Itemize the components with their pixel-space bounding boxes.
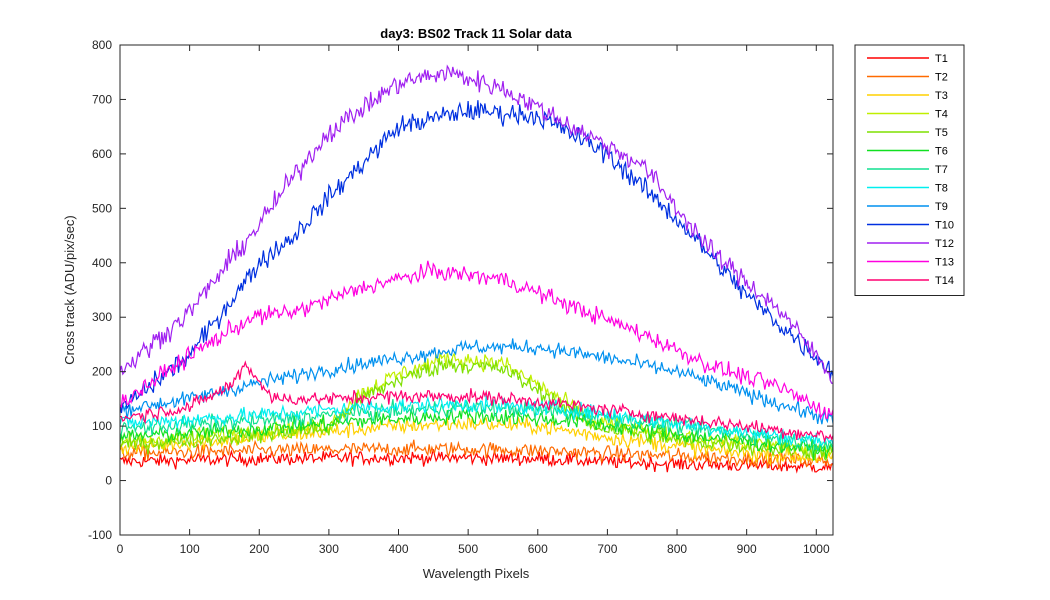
x-tick-label: 900 (737, 542, 757, 556)
y-tick-label: 400 (92, 256, 112, 270)
series-line-t10 (119, 100, 834, 414)
y-tick-label: 600 (92, 147, 112, 161)
x-tick-label: 400 (389, 542, 409, 556)
y-tick-label: 700 (92, 92, 112, 106)
axes-frame (119, 44, 834, 536)
x-axis-label: Wavelength Pixels (423, 566, 530, 581)
legend-label-t4: T4 (935, 109, 948, 121)
y-tick-label: 0 (105, 474, 112, 488)
series-line-t14 (119, 360, 834, 444)
legend-label-t2: T2 (935, 72, 948, 84)
x-tick-label: 500 (458, 542, 478, 556)
series-line-t9 (119, 338, 834, 425)
legend-label-t9: T9 (935, 201, 948, 213)
series-line-t13 (119, 260, 834, 421)
legend: T1 T2 T3 T4 T5 T6 T7 T8 T9 T10 T12 T13 T14 (854, 44, 965, 296)
legend-label-t7: T7 (935, 164, 948, 176)
series-line-t2 (119, 439, 834, 470)
legend-label-t6: T6 (935, 146, 948, 158)
x-tick-label: 1000 (803, 542, 830, 556)
x-tick-label: 600 (528, 542, 548, 556)
legend-label-t3: T3 (935, 90, 948, 102)
legend-label-t10: T10 (935, 220, 954, 232)
x-tick-label: 100 (180, 542, 200, 556)
legend-label-t1: T1 (935, 53, 948, 65)
legend-label-t14: T14 (935, 275, 954, 287)
x-tick-label: 800 (667, 542, 687, 556)
x-tick-label: 0 (117, 542, 124, 556)
y-tick-label: 100 (92, 419, 112, 433)
series-line-t8 (119, 395, 834, 446)
y-tick-label: 500 (92, 201, 112, 215)
legend-label-t13: T13 (935, 257, 954, 269)
legend-label-t5: T5 (935, 127, 948, 139)
legend-label-t8: T8 (935, 183, 948, 195)
y-axis-label: Cross track (ADU/pix/sec) (62, 215, 77, 365)
legend-label-t12: T12 (935, 238, 954, 250)
legend-box (854, 44, 965, 296)
series-line-t12 (119, 64, 834, 384)
axes-layer: 0 100 200 300 400 500 600 700 800 900 1000 -100 0 100… (88, 38, 834, 556)
x-tick-label: 200 (249, 542, 269, 556)
series-layer (119, 64, 834, 474)
chart-title: day3: BS02 Track 11 Solar data (380, 26, 572, 41)
y-tick-label: 200 (92, 365, 112, 379)
y-tick-label: -100 (88, 528, 112, 542)
series-line-t4 (119, 352, 834, 456)
x-tick-label: 700 (597, 542, 617, 556)
series-line-t5 (119, 357, 834, 462)
x-tick-label: 300 (319, 542, 339, 556)
y-tick-label: 800 (92, 38, 112, 52)
y-tick-label: 300 (92, 310, 112, 324)
